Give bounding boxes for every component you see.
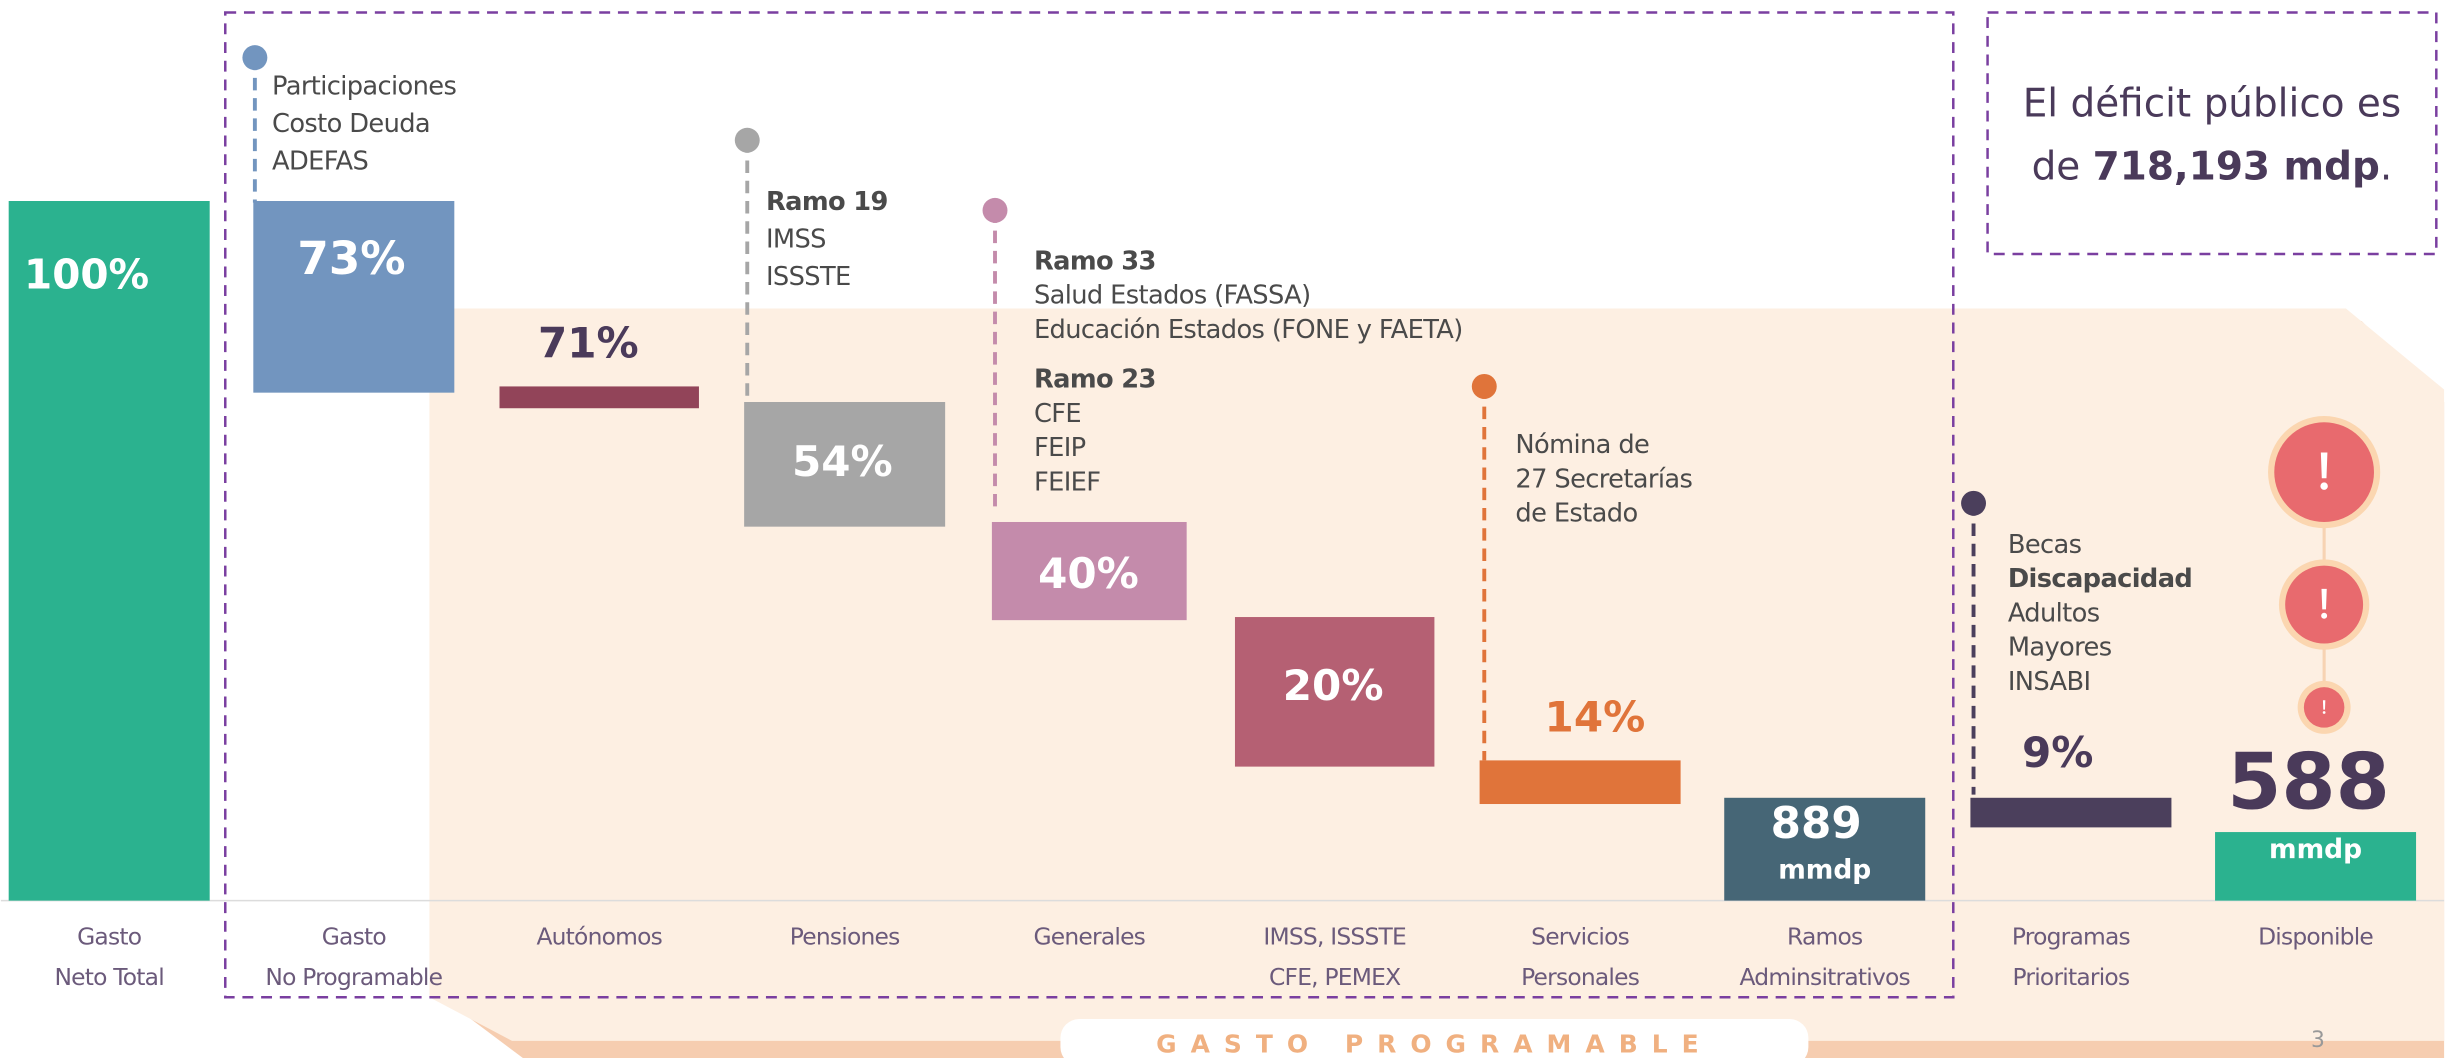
step-label: Neto Total (54, 963, 163, 991)
note-line: FEIP (1034, 433, 1086, 463)
deficit-suffix: . (2380, 144, 2392, 189)
step-value: 20% (1283, 661, 1384, 710)
step-bar (1970, 797, 2172, 828)
pin-dot (242, 45, 268, 71)
step-label: Disponible (2258, 923, 2373, 951)
note-line: Ramo 33 (1034, 246, 1156, 276)
deficit-line2: de 718,193 mdp. (2032, 144, 2393, 189)
deficit-box (1986, 11, 2438, 256)
warning-mark (2322, 700, 2326, 714)
pin-dot (734, 127, 760, 153)
pin-dot (982, 197, 1008, 223)
step-unit: mmdp (2269, 834, 2362, 865)
note-line: Salud Estados (FASSA) (1034, 281, 1311, 311)
no-programable-frame (224, 11, 1955, 999)
deficit-amount: 718,193 mdp (2093, 144, 2380, 189)
step-label: Programas (2012, 923, 2131, 951)
step-bar (253, 201, 455, 393)
note-line: 27 Secretarías (1515, 464, 1692, 494)
step-label: Generales (1033, 923, 1145, 951)
note-line: CFE (1034, 399, 1081, 429)
step-bar (1234, 617, 1435, 767)
warning-mark (2321, 588, 2328, 619)
step-bar (991, 521, 1187, 621)
step-label: Gasto (322, 923, 387, 951)
step-label: Gasto (77, 923, 142, 951)
note-line: ADEFAS (272, 147, 368, 177)
step-label: Prioritarios (2013, 963, 2130, 991)
step-label: IMSS, ISSSTE (1263, 923, 1406, 951)
pin-dot (1471, 373, 1497, 399)
step-label: CFE, PEMEX (1269, 963, 1401, 991)
step-value: 71% (538, 318, 639, 367)
pin-dot (1961, 490, 1987, 516)
step-value: 889 (1771, 799, 1862, 849)
note-line: Ramo 19 (766, 187, 888, 217)
footer-tab (1060, 1019, 1809, 1058)
step-label: Pensiones (790, 923, 900, 951)
step-label: No Programable (265, 963, 442, 991)
step-label: Adminsitrativos (1740, 963, 1911, 991)
note-line: Discapacidad (2008, 564, 2192, 594)
note-line: Becas (2008, 530, 2082, 560)
note-line: Ramo 23 (1034, 365, 1156, 395)
step-value: 588 (2227, 737, 2390, 827)
deficit-line1: El déficit público es (2023, 81, 2401, 126)
step-value: 9% (2022, 728, 2093, 777)
note-line: IMSS (766, 224, 826, 254)
note-line: Adultos (2008, 598, 2100, 628)
step-unit: mmdp (1778, 855, 1871, 886)
step-value: 40% (1038, 549, 1139, 598)
note-line: Mayores (2008, 633, 2112, 663)
note-line: INSABI (2008, 667, 2091, 697)
note-line: ISSSTE (766, 262, 851, 292)
note-line: Educación Estados (FONE y FAETA) (1034, 315, 1463, 345)
step-value: 54% (792, 437, 893, 486)
note-line: FEIEF (1034, 468, 1100, 498)
note-line: Participaciones (272, 72, 456, 102)
step-bar (499, 386, 699, 409)
step-label: Personales (1521, 963, 1640, 991)
step-bar (2215, 832, 2417, 901)
page-number: 3 (2311, 1028, 2325, 1053)
step-label: Ramos (1787, 923, 1863, 951)
step-bar (1479, 760, 1681, 805)
warning-mark (2320, 452, 2328, 490)
step-value: 100% (24, 250, 149, 298)
step-bar (744, 402, 946, 527)
background-panel (429, 308, 2445, 1041)
note-line: Nómina de (1515, 430, 1649, 460)
step-label: Autónomos (536, 923, 662, 951)
deficit-prefix: de (2032, 144, 2093, 189)
step-value: 14% (1545, 692, 1646, 741)
step-value: 73% (297, 232, 405, 285)
step-bar (8, 201, 210, 901)
step-label: Servicios (1531, 923, 1630, 951)
note-line: Costo Deuda (272, 109, 430, 139)
step-bar (1724, 797, 1926, 901)
footer-label: GASTO PROGRAMABLE (1156, 1030, 1713, 1058)
note-line: de Estado (1515, 499, 1637, 529)
